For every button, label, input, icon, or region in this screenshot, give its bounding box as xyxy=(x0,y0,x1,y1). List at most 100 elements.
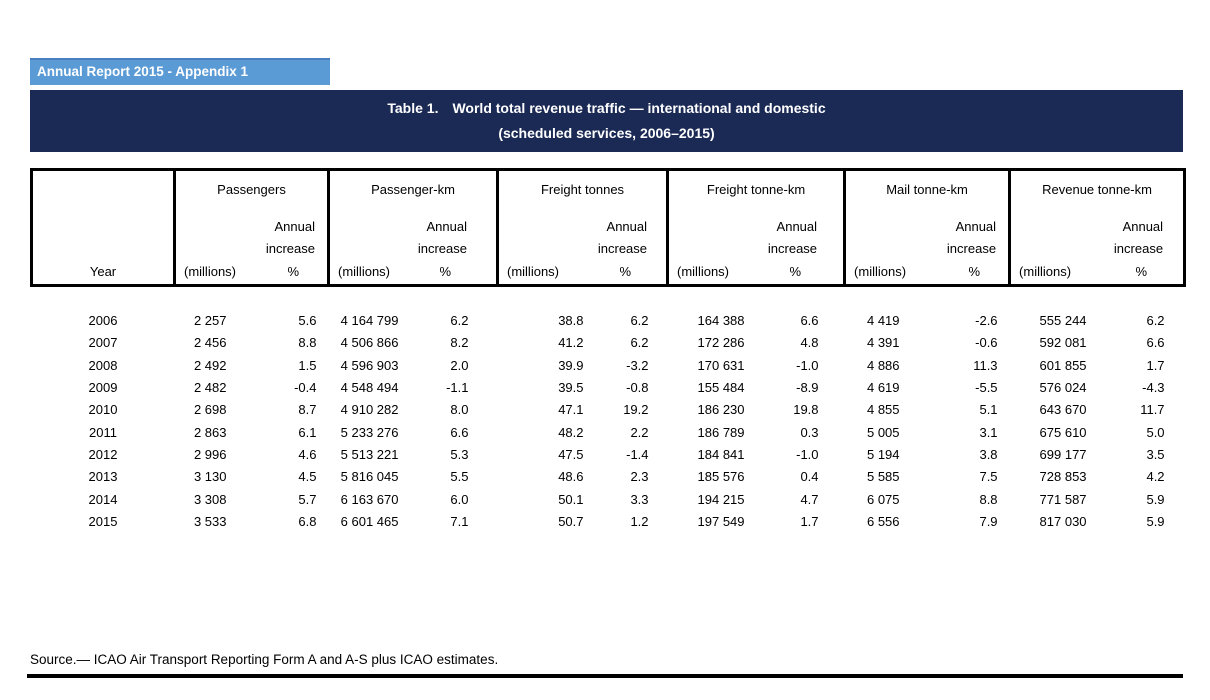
data-cell: 5.3 xyxy=(450,446,469,462)
data-cell: 2.2 xyxy=(630,424,649,440)
data-cell: 3.3 xyxy=(630,491,649,507)
data-cell: -4.3 xyxy=(1142,380,1165,396)
data-cell: 6.2 xyxy=(630,313,649,329)
annual-label: Annual xyxy=(274,219,315,234)
data-cell: 6 163 670 xyxy=(340,491,399,507)
data-cell: 41.2 xyxy=(558,335,584,351)
data-cell: 675 610 xyxy=(1039,424,1087,440)
data-cell: 6.8 xyxy=(298,513,317,529)
data-cell: 3 130 xyxy=(193,469,227,485)
data-cell: 39.5 xyxy=(558,380,584,396)
table-row: 2012 2 996 4.6 5 513 221 5.3 47.5 -1.4 184 841 -… xyxy=(32,443,1185,465)
table-header: Passengers Passenger-km Freight tonnes F… xyxy=(30,168,1187,287)
data-cell: 5 233 276 xyxy=(340,424,399,440)
data-cell: 2 863 xyxy=(193,424,227,440)
data-cell: 4 391 xyxy=(866,335,900,351)
data-cell: 5.9 xyxy=(1146,491,1165,507)
millions-label: (millions) xyxy=(327,259,411,287)
data-cell: 3.1 xyxy=(979,424,998,440)
data-cell: 4 619 xyxy=(866,380,900,396)
data-cell: 601 855 xyxy=(1039,357,1087,373)
data-cell: 3.5 xyxy=(1146,446,1165,462)
data-cell: 184 841 xyxy=(697,446,745,462)
data-cell: 5.5 xyxy=(450,469,469,485)
data-cell: 3.8 xyxy=(979,446,998,462)
year-group-header xyxy=(30,168,175,216)
data-cell: 4 506 866 xyxy=(340,335,399,351)
data-cell: 0.4 xyxy=(800,469,819,485)
data-cell: -1.0 xyxy=(796,446,819,462)
table-row: 2009 2 482 -0.4 4 548 494 -1.1 39.5 -0.8 155 48… xyxy=(32,376,1185,398)
data-cell: 0.3 xyxy=(800,424,819,440)
data-cell: 6.6 xyxy=(1146,335,1165,351)
annual-label: Annual xyxy=(426,219,467,234)
spacer-row xyxy=(32,286,1185,310)
annual-header-row: Annual Annual Annual Annual Annual Annua… xyxy=(30,215,1187,238)
data-cell: 5.9 xyxy=(1146,513,1165,529)
group-header-row: Passengers Passenger-km Freight tonnes F… xyxy=(30,168,1187,216)
data-cell: 4 596 903 xyxy=(340,357,399,373)
data-cell: 5.0 xyxy=(1146,424,1165,440)
data-cell: 4.6 xyxy=(298,446,317,462)
data-cell: 47.5 xyxy=(558,446,584,462)
data-cell: -8.9 xyxy=(796,380,819,396)
data-cell: 7.5 xyxy=(979,469,998,485)
data-cell: 2 996 xyxy=(193,446,227,462)
data-cell: 50.7 xyxy=(558,513,584,529)
table-row: 2014 3 308 5.7 6 163 670 6.0 50.1 3.3 194 215 4.… xyxy=(32,488,1185,510)
data-cell: 4 548 494 xyxy=(340,380,399,396)
data-cell: 6 601 465 xyxy=(340,513,399,529)
data-cell: 4 886 xyxy=(866,357,900,373)
millions-label: (millions) xyxy=(666,259,757,287)
table-row: 2011 2 863 6.1 5 233 276 6.6 48.2 2.2 186 789 0.… xyxy=(32,421,1185,443)
data-cell: 6.6 xyxy=(800,313,819,329)
table-row: 2010 2 698 8.7 4 910 282 8.0 47.1 19.2 186 230 1… xyxy=(32,399,1185,421)
data-cell: -5.5 xyxy=(975,380,998,396)
year-cell: 2006 xyxy=(88,313,118,329)
data-cell: -0.6 xyxy=(975,335,998,351)
data-cell: 8.0 xyxy=(450,402,469,418)
data-cell: 6.6 xyxy=(450,424,469,440)
table-number-label: Table 1. xyxy=(387,100,439,116)
data-cell: 8.8 xyxy=(298,335,317,351)
increase-label: increase xyxy=(946,241,997,256)
data-cell: 4.2 xyxy=(1146,469,1165,485)
data-cell: 197 549 xyxy=(697,513,745,529)
percent-label: % xyxy=(911,259,1010,287)
annual-label: Annual xyxy=(955,219,997,234)
table-title-banner: Table 1. World total revenue traffic — in… xyxy=(30,90,1183,152)
data-cell: 5 585 xyxy=(866,469,900,485)
data-cell: 7.9 xyxy=(979,513,998,529)
year-cell: 2011 xyxy=(89,424,117,440)
data-cell: 170 631 xyxy=(697,357,745,373)
group-header-passengers: Passengers xyxy=(173,168,329,216)
data-cell: 1.7 xyxy=(1146,357,1165,373)
data-cell: 576 024 xyxy=(1039,380,1087,396)
increase-label: increase xyxy=(417,241,467,256)
data-cell: 19.8 xyxy=(793,402,819,418)
bottom-rule xyxy=(27,674,1183,678)
data-cell: 3 533 xyxy=(193,513,227,529)
percent-label: % xyxy=(238,259,329,287)
data-cell: 186 230 xyxy=(697,402,745,418)
data-cell: -2.6 xyxy=(975,313,998,329)
data-cell: 2 257 xyxy=(193,313,227,329)
group-header-freight-tonne-km: Freight tonne-km xyxy=(666,168,845,216)
data-cell: 555 244 xyxy=(1039,313,1087,329)
table-body: 2006 2 257 5.6 4 164 799 6.2 38.8 6.2 164 388 6.… xyxy=(32,286,1185,533)
data-cell: 6.2 xyxy=(450,313,469,329)
data-cell: 5.7 xyxy=(298,491,317,507)
data-cell: 38.8 xyxy=(558,313,584,329)
table-row: 2006 2 257 5.6 4 164 799 6.2 38.8 6.2 164 388 6.… xyxy=(32,310,1185,332)
data-cell: 592 081 xyxy=(1039,335,1087,351)
year-cell: 2009 xyxy=(88,380,118,396)
data-cell: 7.1 xyxy=(450,513,469,529)
group-header-freight-tonnes: Freight tonnes xyxy=(495,168,668,216)
group-header-mail-tonne-km: Mail tonne-km xyxy=(843,168,1010,216)
table-title: Table 1. World total revenue traffic — in… xyxy=(30,90,1183,116)
data-cell: 6.1 xyxy=(298,424,317,440)
percent-label: % xyxy=(595,259,668,287)
data-cell: 5 005 xyxy=(866,424,900,440)
data-cell: 2 492 xyxy=(193,357,227,373)
